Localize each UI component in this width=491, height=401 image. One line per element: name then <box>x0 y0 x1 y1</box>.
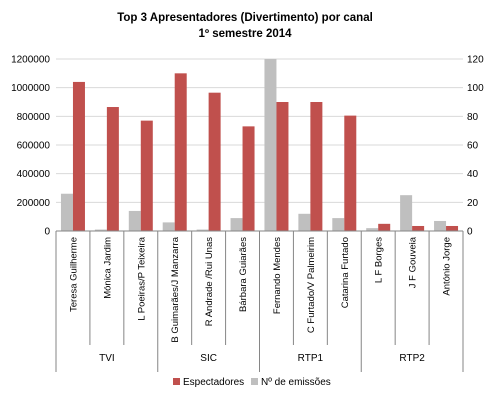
category-label: Fernando Mendes <box>272 237 283 314</box>
bar-espectadores <box>378 223 391 231</box>
category-label: J F Gouveia <box>408 236 419 288</box>
bar-espectadores <box>242 126 255 231</box>
category-label: C Furtado/V Palmeirim <box>306 237 317 333</box>
x-axis: Teresa Guilherme Mónica Jardim L Poeiras/P… <box>55 230 464 372</box>
y-right-tick-label: 80 <box>467 112 479 123</box>
chart-title: Top 3 Apresentadores (Divertimento) por … <box>117 12 373 24</box>
category-label: Mónica Jardim <box>102 237 113 299</box>
bar-emissoes <box>434 220 447 231</box>
left-axis: 0 200000 400000 600000 800000 1000000 1200000 <box>11 55 50 238</box>
bar-espectadores <box>412 225 425 231</box>
group-label: TVI <box>99 353 115 364</box>
bar-espectadores <box>344 115 357 231</box>
category-label: L F Borges <box>374 237 385 283</box>
legend: Espectadores Nº de emissões <box>173 377 331 388</box>
bar-espectadores <box>446 225 459 231</box>
bar-emissoes <box>332 218 345 231</box>
bar-emissoes <box>60 193 73 231</box>
y-right-tick-label: 0 <box>467 227 473 238</box>
bar-emissoes <box>162 222 175 231</box>
bar-espectadores <box>276 102 289 231</box>
y-left-tick-label: 600000 <box>17 141 51 152</box>
chart-subtitle: 1º semestre 2014 <box>198 28 292 40</box>
bar-emissoes <box>400 195 413 231</box>
y-right-tick-label: 100 <box>467 83 484 94</box>
bar-emissoes <box>196 229 209 231</box>
y-right-tick-label: 20 <box>467 198 479 209</box>
category-label: António Jorge <box>442 237 453 296</box>
bar-emissoes <box>128 210 141 231</box>
y-left-tick-label: 0 <box>44 227 50 238</box>
bars <box>60 59 459 231</box>
gridlines <box>56 58 463 232</box>
bar-espectadores <box>174 73 187 231</box>
category-label: Catarina Furtado <box>340 237 351 308</box>
bar-espectadores <box>140 120 153 231</box>
bar-emissoes <box>94 229 107 231</box>
y-right-tick-label: 60 <box>467 141 479 152</box>
y-left-tick-label: 400000 <box>17 169 51 180</box>
category-label: Bárbara Guiarães <box>238 237 249 312</box>
y-right-tick-label: 40 <box>467 169 479 180</box>
y-right-tick-label: 120 <box>467 55 484 66</box>
group-label: RTP1 <box>298 353 324 364</box>
category-label: R Andrade /Rui Unas <box>204 237 215 326</box>
legend-label-espectadores: Espectadores <box>183 377 244 388</box>
bar-emissoes <box>366 228 379 231</box>
bar-espectadores <box>106 107 119 231</box>
bar-emissoes <box>264 59 277 231</box>
category-label: Teresa Guilherme <box>68 237 79 312</box>
y-left-tick-label: 800000 <box>17 112 51 123</box>
legend-swatch-espectadores <box>173 378 180 385</box>
bar-espectadores <box>208 92 221 231</box>
bar-emissoes <box>230 218 243 231</box>
bar-emissoes <box>298 213 311 231</box>
y-left-tick-label: 1000000 <box>11 83 50 94</box>
group-label: RTP2 <box>399 353 425 364</box>
legend-label-emissoes: Nº de emissões <box>261 377 331 388</box>
y-left-tick-label: 200000 <box>17 198 51 209</box>
y-left-tick-label: 1200000 <box>11 55 50 66</box>
group-label: SIC <box>200 353 217 364</box>
right-axis: 0 20 40 60 80 100 120 <box>467 55 484 238</box>
legend-swatch-emissoes <box>251 378 258 385</box>
bar-espectadores <box>310 102 323 231</box>
bar-espectadores <box>72 81 85 231</box>
category-label: L Poeiras/P Teixeira <box>136 236 147 321</box>
category-label: B Guimarães/J Manzarra <box>170 236 181 342</box>
